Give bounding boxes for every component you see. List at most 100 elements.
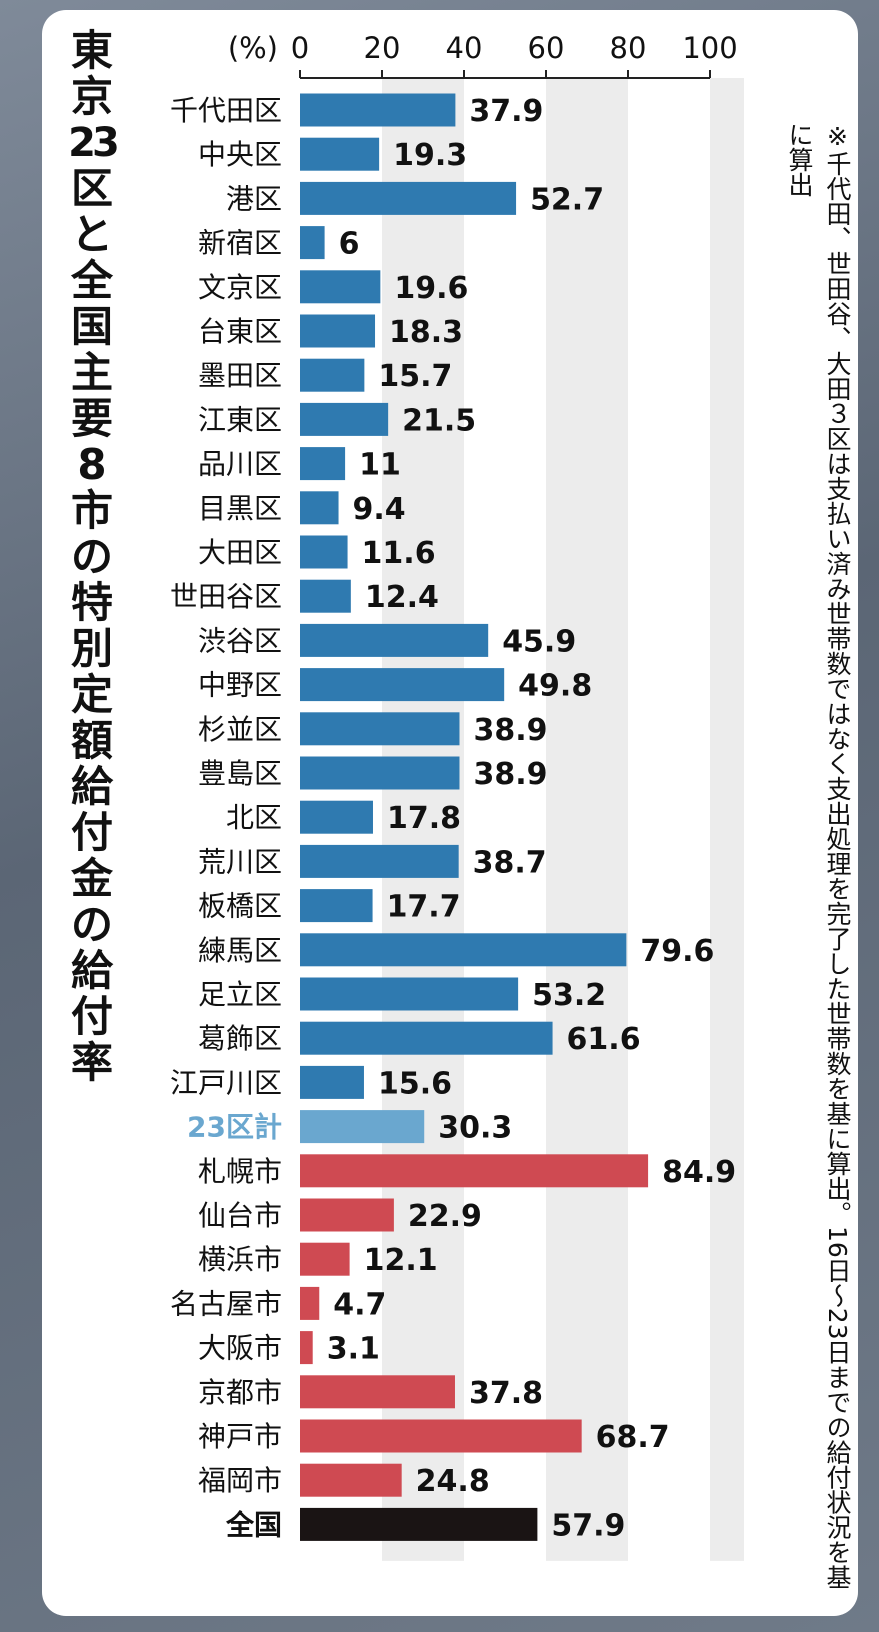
axis-unit-label: (%): [228, 31, 278, 65]
title-char: 全: [70, 256, 113, 305]
title-char: 東: [70, 26, 113, 75]
category-label: 中央区: [198, 138, 282, 171]
category-label: 豊島区: [198, 757, 282, 790]
data-label: 49.8: [518, 669, 592, 704]
title-char: の: [70, 532, 113, 581]
title-char: 付: [70, 808, 113, 857]
category-label: 渋谷区: [198, 624, 282, 657]
category-label: 中野区: [198, 669, 282, 702]
category-label: 江東区: [198, 403, 282, 436]
title-char: 率: [70, 1038, 113, 1087]
category-label: 千代田区: [170, 94, 282, 127]
x-tick-label: 60: [528, 31, 565, 65]
x-tick-label: 100: [682, 31, 737, 65]
bar: [300, 93, 456, 127]
category-label: 仙台市: [198, 1199, 282, 1232]
bar: [300, 1419, 582, 1453]
data-label: 37.8: [469, 1376, 543, 1411]
data-label: 68.7: [596, 1420, 670, 1455]
data-label: 17.8: [387, 801, 461, 836]
category-label: 札幌市: [198, 1155, 282, 1188]
category-label: 江戸川区: [170, 1066, 282, 1099]
category-label: 大田区: [198, 536, 282, 569]
bar: [300, 1110, 425, 1144]
bar: [300, 1331, 313, 1365]
title-char: 付: [70, 992, 113, 1041]
footnote: ※千代田、世田谷、大田３区は支払い済み世帯数ではなく支出処理を完了した世帯数を基…: [785, 122, 852, 1590]
category-label: 神戸市: [198, 1420, 282, 1453]
bar: [300, 491, 339, 525]
grid-band: [710, 78, 744, 1561]
chart-title: 東京 23 区と全国主要 8 市の特別定額給付金の給付率: [42, 28, 142, 1086]
category-label: 世田谷区: [170, 580, 282, 613]
category-label: 荒川区: [198, 845, 282, 878]
category-label: 23区計: [187, 1111, 282, 1144]
data-label: 12.1: [364, 1243, 438, 1278]
bar: [300, 1375, 455, 1409]
category-label: 文京区: [198, 271, 282, 304]
data-label: 61.6: [567, 1022, 641, 1057]
data-label: 79.6: [640, 934, 714, 969]
title-char: 給: [70, 762, 113, 811]
data-label: 84.9: [662, 1155, 736, 1190]
bar: [300, 933, 627, 967]
category-label: 板橋区: [198, 890, 282, 923]
category-label: 全国: [225, 1508, 282, 1541]
title-char: 金: [70, 854, 113, 903]
category-label: 足立区: [198, 978, 282, 1011]
category-label: 港区: [226, 182, 282, 215]
bar: [300, 314, 376, 348]
bar: [300, 1021, 553, 1055]
grid-band: [382, 78, 464, 1561]
data-label: 22.9: [408, 1199, 482, 1234]
title-char: 要: [70, 394, 113, 443]
bar: [300, 270, 381, 304]
data-label: 11.6: [362, 536, 436, 571]
title-char: 8: [77, 440, 107, 489]
bar-chart: 0 20 40 60 80 100 (%) 千代田区 37.9 中央区 19.3 港区 52.7 新宿区 6…: [170, 31, 744, 1561]
bar: [300, 1065, 364, 1099]
bar: [300, 1463, 402, 1497]
bar: [300, 756, 460, 790]
category-label: 葛飾区: [198, 1022, 282, 1055]
title-char: 定: [70, 670, 113, 719]
title-char: の: [70, 900, 113, 949]
title-char: 区: [70, 164, 113, 213]
data-label: 30.3: [438, 1111, 512, 1146]
data-label: 19.3: [393, 138, 467, 173]
data-label: 45.9: [502, 624, 576, 659]
data-label: 15.6: [378, 1066, 452, 1101]
bar: [300, 358, 365, 392]
category-label: 北区: [226, 801, 282, 834]
data-label: 17.7: [387, 890, 461, 925]
title-char: 国: [70, 302, 113, 351]
data-label: 18.3: [389, 315, 463, 350]
bar: [300, 181, 517, 215]
bar: [300, 1198, 394, 1232]
category-label: 大阪市: [198, 1332, 282, 1365]
data-label: 4.7: [333, 1287, 386, 1322]
bar: [300, 1507, 538, 1541]
bar: [300, 447, 346, 481]
data-label: 12.4: [365, 580, 439, 615]
category-label: 新宿区: [198, 227, 282, 260]
category-label: 台東区: [198, 315, 282, 348]
data-label: 6: [339, 227, 360, 262]
category-label: 品川区: [198, 448, 282, 481]
data-label: 9.4: [353, 492, 406, 527]
data-label: 53.2: [532, 978, 606, 1013]
category-label: 目黒区: [198, 492, 282, 525]
data-label: 15.7: [378, 359, 452, 394]
category-label: 名古屋市: [170, 1287, 282, 1320]
data-label: 38.9: [473, 713, 547, 748]
bar: [300, 844, 459, 878]
bar: [300, 1154, 649, 1188]
bar: [300, 535, 348, 569]
x-tick-label: 20: [364, 31, 401, 65]
category-label: 福岡市: [198, 1464, 282, 1497]
data-label: 19.6: [394, 271, 468, 306]
bar: [300, 226, 325, 260]
title-char: 京: [70, 72, 113, 121]
title-char: 別: [70, 624, 113, 673]
bar: [300, 800, 373, 834]
